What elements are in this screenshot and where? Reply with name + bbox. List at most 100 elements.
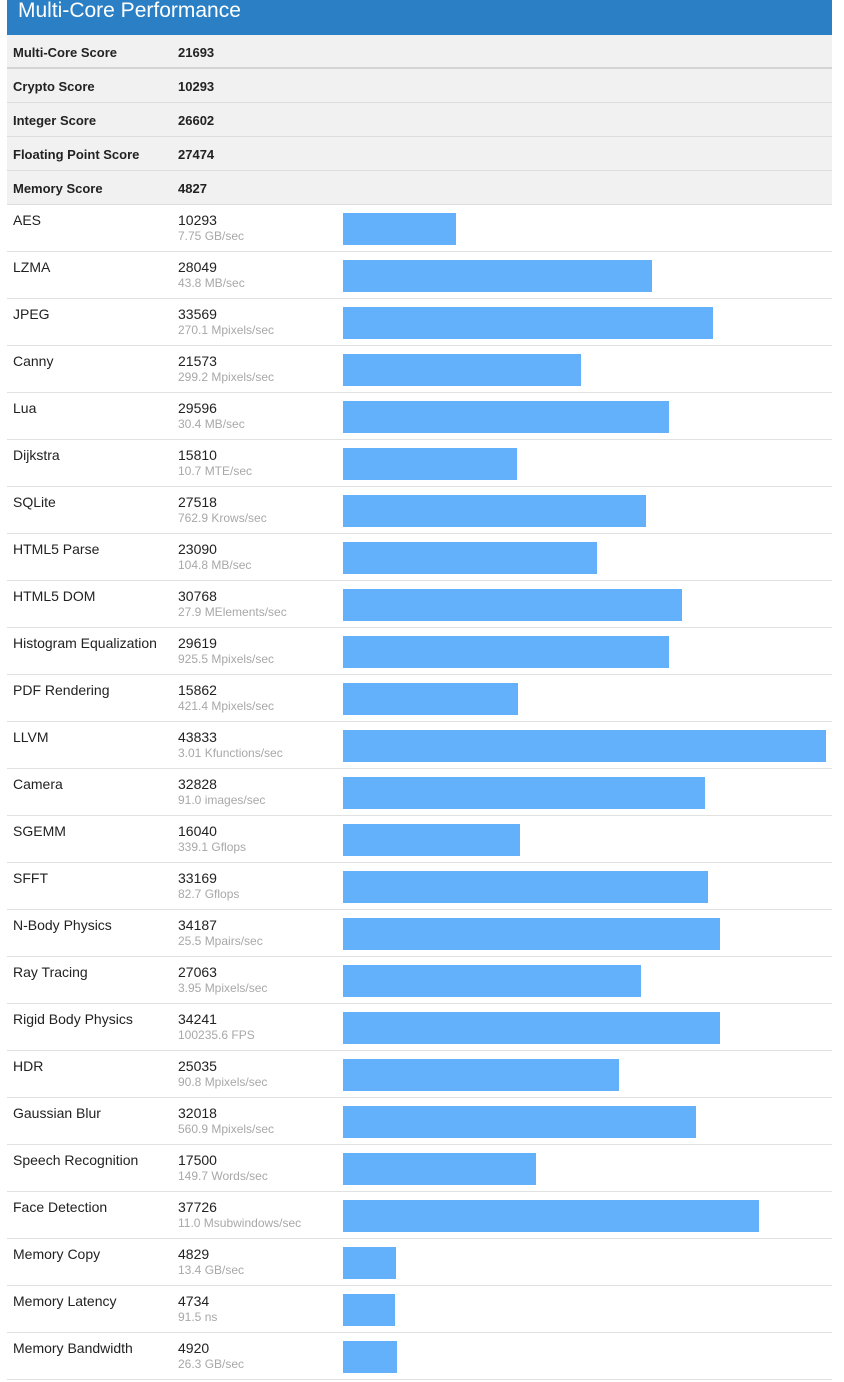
- benchmark-rate: 91.5 ns: [178, 1310, 218, 1324]
- benchmark-bar: [343, 918, 720, 950]
- benchmark-score: 21573: [178, 353, 217, 369]
- summary-value: 26602: [178, 113, 215, 128]
- benchmark-score: 29596: [178, 400, 217, 416]
- benchmark-score: 43833: [178, 729, 217, 745]
- benchmark-row: Memory Latency 4734 91.5 ns: [7, 1286, 832, 1333]
- summary-row: Multi-Core Score 21693: [7, 35, 832, 69]
- benchmark-rate: 90.8 Mpixels/sec: [178, 1075, 268, 1089]
- benchmark-score: 28049: [178, 259, 217, 275]
- benchmark-score: 15810: [178, 447, 217, 463]
- benchmark-bar: [343, 824, 520, 856]
- benchmark-bar: [343, 1341, 397, 1373]
- benchmark-row: Memory Copy 4829 13.4 GB/sec: [7, 1239, 832, 1286]
- benchmark-row: Canny 21573 299.2 Mpixels/sec: [7, 346, 832, 393]
- benchmark-score: 30768: [178, 588, 217, 604]
- benchmark-bar: [343, 1153, 536, 1185]
- benchmark-row: Camera 32828 91.0 images/sec: [7, 769, 832, 816]
- benchmark-rate: 26.3 GB/sec: [178, 1357, 245, 1371]
- benchmark-score: 25035: [178, 1058, 217, 1074]
- benchmark-row: Gaussian Blur 32018 560.9 Mpixels/sec: [7, 1098, 832, 1145]
- benchmark-bar: [343, 354, 581, 386]
- benchmark-rate: 299.2 Mpixels/sec: [178, 370, 275, 384]
- benchmark-name: Memory Bandwidth: [13, 1340, 133, 1356]
- benchmark-score: 32828: [178, 776, 217, 792]
- benchmark-row: AES 10293 7.75 GB/sec: [7, 205, 832, 252]
- benchmark-bar: [343, 1059, 619, 1091]
- benchmark-row: Face Detection 37726 11.0 Msubwindows/sec: [7, 1192, 832, 1239]
- summary-value: 4827: [178, 181, 207, 196]
- summary-row: Floating Point Score 27474: [7, 137, 832, 171]
- benchmark-name: Memory Copy: [13, 1246, 101, 1262]
- benchmark-score: 34187: [178, 917, 217, 933]
- benchmark-rate: 339.1 Gflops: [178, 840, 247, 854]
- benchmark-name: PDF Rendering: [13, 682, 110, 698]
- benchmark-score: 27063: [178, 964, 217, 980]
- section-header: Multi-Core Performance: [7, 0, 832, 35]
- benchmark-bar: [343, 683, 518, 715]
- benchmark-bar: [343, 448, 517, 480]
- benchmark-row: SQLite 27518 762.9 Krows/sec: [7, 487, 832, 534]
- benchmark-score: 10293: [178, 212, 217, 228]
- benchmark-row: Lua 29596 30.4 MB/sec: [7, 393, 832, 440]
- benchmark-row: Dijkstra 15810 10.7 MTE/sec: [7, 440, 832, 487]
- benchmark-name: HTML5 Parse: [13, 541, 100, 557]
- summary-value: 21693: [178, 45, 215, 60]
- benchmark-name: JPEG: [13, 306, 50, 322]
- benchmark-name: Ray Tracing: [13, 964, 88, 980]
- benchmark-score: 33569: [178, 306, 217, 322]
- benchmark-row: Memory Bandwidth 4920 26.3 GB/sec: [7, 1333, 832, 1380]
- benchmark-row: Ray Tracing 27063 3.95 Mpixels/sec: [7, 957, 832, 1004]
- benchmark-name: Camera: [13, 776, 63, 792]
- benchmark-rate: 25.5 Mpairs/sec: [178, 934, 263, 948]
- multi-core-performance-panel: Multi-Core Performance Multi-Core Score 2…: [7, 0, 832, 1380]
- benchmark-name: Gaussian Blur: [13, 1105, 101, 1121]
- benchmark-name: AES: [13, 212, 42, 228]
- benchmark-bar: [343, 1012, 720, 1044]
- benchmark-name: SFFT: [13, 870, 48, 886]
- benchmark-score: 16040: [178, 823, 217, 839]
- benchmark-row: HTML5 Parse 23090 104.8 MB/sec: [7, 534, 832, 581]
- benchmark-bar: [343, 777, 705, 809]
- benchmark-bar: [343, 495, 646, 527]
- benchmark-rate: 43.8 MB/sec: [178, 276, 245, 290]
- summary-label: Crypto Score: [13, 79, 95, 94]
- benchmark-bar: [343, 1294, 395, 1326]
- benchmark-bar: [343, 965, 641, 997]
- summary-table: Multi-Core Score 21693 Crypto Score 10293 In…: [7, 35, 832, 205]
- benchmark-bar: [343, 730, 826, 762]
- benchmark-rate: 3.95 Mpixels/sec: [178, 981, 268, 995]
- benchmark-rate: 10.7 MTE/sec: [178, 464, 253, 478]
- benchmark-row: LZMA 28049 43.8 MB/sec: [7, 252, 832, 299]
- summary-label: Floating Point Score: [13, 147, 140, 162]
- benchmark-name: Lua: [13, 400, 37, 416]
- benchmark-rate: 27.9 MElements/sec: [178, 605, 287, 619]
- benchmark-rate: 82.7 Gflops: [178, 887, 240, 901]
- benchmark-row: Rigid Body Physics 34241 100235.6 FPS: [7, 1004, 832, 1051]
- benchmark-row: N-Body Physics 34187 25.5 Mpairs/sec: [7, 910, 832, 957]
- benchmark-score: 37726: [178, 1199, 217, 1215]
- benchmark-row: Speech Recognition 17500 149.7 Words/sec: [7, 1145, 832, 1192]
- benchmark-row: PDF Rendering 15862 421.4 Mpixels/sec: [7, 675, 832, 722]
- summary-label: Multi-Core Score: [13, 45, 118, 60]
- benchmark-rate: 104.8 MB/sec: [178, 558, 252, 572]
- benchmark-score: 15862: [178, 682, 217, 698]
- benchmark-name: Face Detection: [13, 1199, 108, 1215]
- benchmark-rate: 7.75 GB/sec: [178, 229, 245, 243]
- benchmark-score: 17500: [178, 1152, 217, 1168]
- benchmark-score: 4920: [178, 1340, 210, 1356]
- benchmark-bar: [343, 401, 669, 433]
- benchmark-score: 32018: [178, 1105, 217, 1121]
- benchmark-row: Histogram Equalization 29619 925.5 Mpixels…: [7, 628, 832, 675]
- benchmark-bar: [343, 636, 669, 668]
- benchmark-bar: [343, 1200, 759, 1232]
- benchmark-name: LLVM: [13, 729, 49, 745]
- benchmark-name: Histogram Equalization: [13, 635, 157, 651]
- benchmark-row: LLVM 43833 3.01 Kfunctions/sec: [7, 722, 832, 769]
- benchmark-rate: 11.0 Msubwindows/sec: [178, 1216, 302, 1230]
- section-title: Multi-Core Performance: [18, 0, 241, 22]
- benchmark-name: Dijkstra: [13, 447, 60, 463]
- benchmark-rate: 762.9 Krows/sec: [178, 511, 267, 525]
- benchmark-name: Speech Recognition: [13, 1152, 139, 1168]
- benchmark-row: SGEMM 16040 339.1 Gflops: [7, 816, 832, 863]
- benchmark-rate: 270.1 Mpixels/sec: [178, 323, 275, 337]
